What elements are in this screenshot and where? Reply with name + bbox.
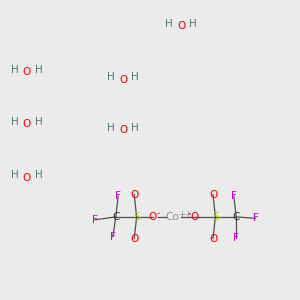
Text: F: F bbox=[110, 232, 116, 242]
Text: H: H bbox=[11, 170, 19, 180]
Text: O: O bbox=[177, 21, 185, 32]
Text: H: H bbox=[107, 123, 115, 133]
Text: -: - bbox=[157, 209, 160, 218]
Text: -: - bbox=[188, 209, 191, 218]
Text: C: C bbox=[112, 212, 119, 222]
Text: F: F bbox=[92, 215, 98, 225]
Text: S: S bbox=[212, 212, 219, 222]
Text: O: O bbox=[22, 67, 31, 77]
Text: H: H bbox=[131, 123, 139, 133]
Text: O: O bbox=[119, 125, 128, 135]
Text: F: F bbox=[231, 191, 237, 201]
Text: H: H bbox=[35, 65, 42, 75]
Text: H: H bbox=[11, 65, 19, 75]
Text: O: O bbox=[190, 212, 199, 222]
Text: H: H bbox=[11, 117, 19, 127]
Text: C: C bbox=[232, 212, 240, 222]
Text: H: H bbox=[165, 19, 173, 29]
Text: ++: ++ bbox=[178, 210, 192, 219]
Text: H: H bbox=[107, 72, 115, 82]
Text: H: H bbox=[189, 19, 197, 29]
Text: H: H bbox=[131, 72, 139, 82]
Text: F: F bbox=[115, 191, 121, 201]
Text: O: O bbox=[130, 190, 138, 200]
Text: O: O bbox=[22, 119, 31, 129]
Text: F: F bbox=[233, 233, 239, 243]
Text: S: S bbox=[133, 212, 140, 222]
Text: O: O bbox=[209, 190, 217, 200]
Text: O: O bbox=[149, 212, 157, 222]
Text: O: O bbox=[119, 75, 128, 85]
Text: Co: Co bbox=[165, 212, 179, 222]
Text: H: H bbox=[35, 117, 42, 127]
Text: O: O bbox=[209, 234, 217, 244]
Text: O: O bbox=[130, 234, 138, 244]
Text: O: O bbox=[22, 172, 31, 183]
Text: F: F bbox=[253, 213, 259, 224]
Text: H: H bbox=[35, 170, 42, 180]
